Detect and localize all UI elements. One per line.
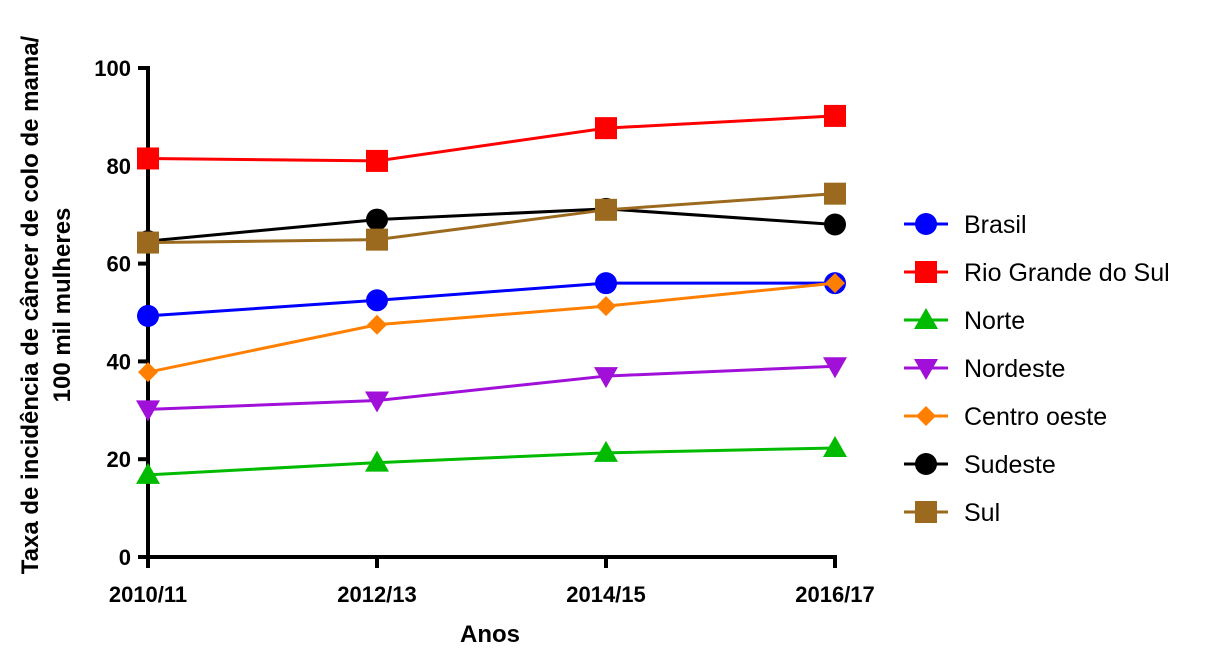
data-point-nordeste (365, 391, 389, 413)
legend-label: Nordeste (964, 355, 1065, 383)
data-point-rio-grande-do-sul (366, 149, 388, 172)
data-point-rio-grande-do-sul (595, 117, 617, 140)
axes (146, 66, 837, 559)
legend-item-sul: Sul (904, 499, 1000, 527)
legend: Brasil Rio Grande do Sul Norte Nordeste Cent… (904, 211, 1170, 527)
series-norte (136, 435, 847, 484)
y-ticks: 0 20 40 60 80 100 (94, 56, 148, 570)
legend-marker (915, 261, 937, 283)
y-tick-label: 0 (119, 545, 131, 570)
x-tick-label: 2016/17 (795, 582, 875, 607)
legend-item-rio-grande-do-sul: Rio Grande do Sul (904, 259, 1170, 287)
data-point-centro-oeste (596, 296, 616, 317)
y-tick-label: 100 (94, 56, 131, 81)
data-point-brasil (137, 304, 159, 327)
series-brasil (137, 272, 846, 327)
legend-item-nordeste: Nordeste (904, 355, 1065, 383)
data-point-sul (824, 182, 846, 205)
series-line-sudeste (147, 207, 836, 243)
legend-item-brasil: Brasil (904, 211, 1027, 239)
series-line-nordeste (147, 364, 836, 411)
legend-label: Brasil (964, 211, 1027, 239)
legend-item-centro-oeste: Centro oeste (904, 403, 1107, 431)
series-line-norte (147, 446, 836, 477)
legend-item-norte: Norte (904, 307, 1025, 335)
series-sul (137, 182, 846, 254)
data-point-norte (823, 435, 847, 457)
series-centro-oeste (138, 273, 845, 383)
legend-label: Sul (964, 499, 1000, 527)
data-point-sul (366, 228, 388, 251)
y-axis-title: Taxa de incidência de câncer de colo de … (17, 35, 76, 574)
legend-label: Centro oeste (964, 403, 1107, 431)
data-point-brasil (366, 289, 388, 312)
data-point-centro-oeste (138, 362, 158, 383)
data-point-rio-grande-do-sul (824, 104, 846, 127)
legend-item-sudeste: Sudeste (904, 451, 1056, 479)
series-rio-grande-do-sul (137, 104, 846, 172)
y-axis-title-line2: 100 mil mulheres (49, 208, 76, 403)
data-point-centro-oeste (367, 314, 387, 335)
series-line-rio-grande-do-sul (147, 114, 836, 163)
data-point-nordeste (823, 357, 847, 379)
data-point-norte (365, 450, 389, 472)
legend-marker (916, 406, 936, 426)
series-line-centro-oeste (147, 281, 836, 374)
data-point-brasil (595, 272, 617, 295)
legend-marker (914, 308, 938, 329)
y-tick-label: 40 (107, 349, 131, 374)
series-layer (136, 104, 847, 484)
x-tick-label: 2014/15 (566, 582, 646, 607)
data-point-sudeste (824, 213, 846, 236)
series-nordeste (136, 357, 847, 422)
legend-label: Norte (964, 307, 1025, 335)
data-point-sul (595, 198, 617, 221)
series-line-brasil (147, 281, 835, 318)
x-tick-label: 2012/13 (337, 582, 417, 607)
x-tick-label: 2010/11 (109, 582, 187, 607)
y-axis-title-line1: Taxa de incidência de câncer de colo de … (17, 35, 44, 574)
x-ticks: 2010/11 2012/13 2014/15 2016/17 (109, 557, 875, 607)
legend-label: Rio Grande do Sul (964, 259, 1170, 287)
data-point-sul (137, 231, 159, 254)
data-point-sudeste (366, 208, 388, 231)
data-point-centro-oeste (825, 273, 845, 294)
x-axis-title: Anos (460, 621, 520, 648)
data-point-nordeste (136, 400, 160, 422)
legend-marker (915, 453, 937, 475)
legend-label: Sudeste (964, 451, 1056, 479)
y-tick-label: 80 (107, 154, 131, 179)
y-tick-label: 60 (107, 252, 131, 277)
data-point-nordeste (594, 367, 618, 389)
legend-marker (914, 359, 938, 380)
series-line-sul (147, 192, 836, 245)
legend-marker (915, 213, 937, 235)
data-point-norte (136, 462, 160, 484)
data-point-norte (594, 440, 618, 462)
y-tick-label: 20 (107, 447, 131, 472)
data-point-rio-grande-do-sul (137, 147, 159, 170)
legend-marker (915, 501, 937, 523)
